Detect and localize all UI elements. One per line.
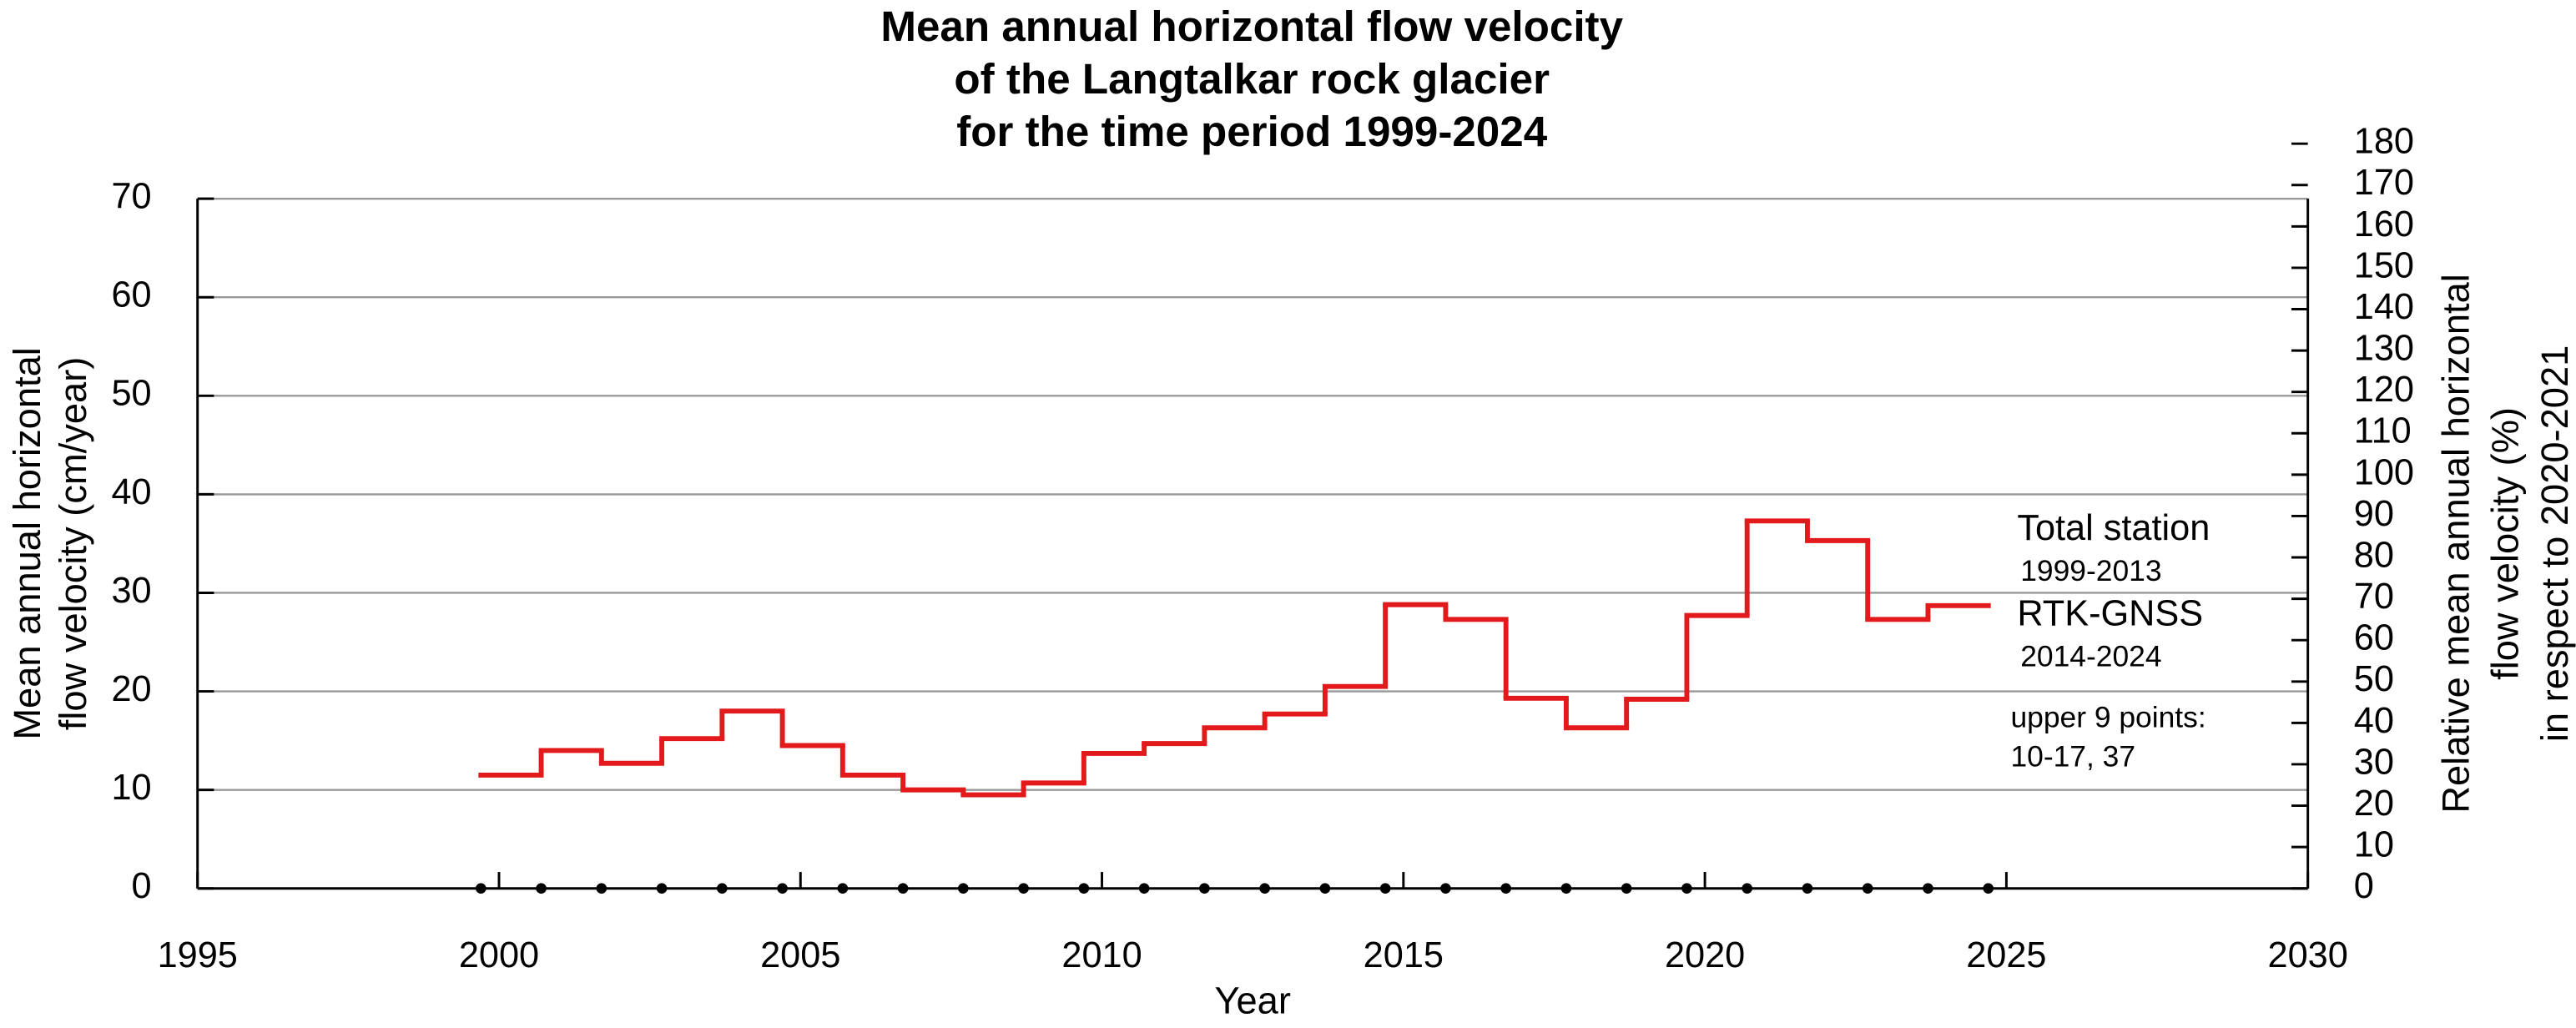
- series: [478, 518, 1991, 798]
- y-tick-label: 20: [111, 669, 151, 709]
- x-tick-label: 2005: [760, 935, 840, 975]
- x-axis-label: Year: [1214, 979, 1290, 1021]
- measurement-dot: [1862, 883, 1873, 894]
- measurement-dot: [476, 883, 486, 894]
- annotation: Total station: [2017, 508, 2210, 548]
- annotation: 10-17, 37: [2010, 740, 2135, 774]
- measurement-dot: [536, 883, 547, 894]
- measurement-dot: [837, 883, 849, 894]
- measurement-dot: [1923, 883, 1933, 894]
- y-tick-label: 30: [111, 571, 151, 611]
- measurement-dot: [1319, 883, 1331, 894]
- measurement-dot: [596, 883, 607, 894]
- measurement-dot: [1802, 883, 1813, 894]
- y-tick-label: 10: [111, 768, 151, 808]
- y-axis-label: Mean annual horizontal: [6, 347, 48, 739]
- y2-tick-label: 20: [2354, 784, 2394, 824]
- measurement-dot: [1742, 883, 1752, 894]
- y2-tick-label: 10: [2354, 825, 2394, 865]
- measurement-dot: [1379, 883, 1391, 894]
- y2-tick-label: 180: [2354, 122, 2414, 162]
- x-tick-label: 2015: [1364, 935, 1444, 975]
- measurement-dot: [897, 883, 909, 894]
- y2-axis-label: in respect to 2020-2021: [2533, 345, 2576, 742]
- y2-tick-label: 90: [2354, 494, 2394, 534]
- y2-tick-label: 160: [2354, 204, 2414, 244]
- y-tick-label: 60: [111, 275, 151, 315]
- annotation: upper 9 points:: [2010, 700, 2205, 733]
- x-tick-label: 2000: [459, 935, 539, 975]
- y2-tick-label: 40: [2354, 701, 2394, 741]
- measurement-dot: [1500, 883, 1511, 894]
- y2-tick-label: 0: [2354, 866, 2374, 906]
- y2-tick-label: 60: [2354, 618, 2394, 658]
- x-tick-label: 2030: [2268, 935, 2348, 975]
- y2-tick-label: 70: [2354, 577, 2394, 617]
- measurement-dot: [1259, 883, 1270, 894]
- chart-title: for the time period 1999-2024: [956, 108, 1547, 155]
- measurement-dot: [958, 883, 969, 894]
- x-tick-label: 2025: [1966, 935, 2046, 975]
- measurement-dot: [1621, 883, 1632, 894]
- y-tick-label: 70: [111, 177, 151, 217]
- measurement-dot: [1440, 883, 1451, 894]
- measurement-dot: [1560, 883, 1572, 894]
- x-tick-label: 2010: [1061, 935, 1142, 975]
- measurement-dot: [1983, 883, 1994, 894]
- measurement-dot: [1078, 883, 1090, 894]
- y2-axis-label: flow velocity (%): [2484, 407, 2527, 680]
- y2-tick-label: 80: [2354, 535, 2394, 575]
- y2-tick-label: 150: [2354, 245, 2414, 285]
- y2-tick-label: 170: [2354, 163, 2414, 203]
- y2-tick-label: 30: [2354, 742, 2394, 782]
- measurement-dot: [1018, 883, 1029, 894]
- measurement-dot: [1199, 883, 1210, 894]
- x-tick-label: 1995: [158, 935, 238, 975]
- y2-tick-label: 100: [2354, 452, 2414, 492]
- y2-tick-label: 120: [2354, 370, 2414, 410]
- y-tick-label: 40: [111, 472, 151, 512]
- y2-tick-label: 50: [2354, 659, 2394, 699]
- annotation: 1999-2013: [2020, 554, 2161, 587]
- y-tick-label: 0: [132, 866, 152, 906]
- measurement-dot: [656, 883, 668, 894]
- y-tick-label: 50: [111, 374, 151, 414]
- measurement-dot: [1138, 883, 1150, 894]
- x-tick-label: 2020: [1665, 935, 1745, 975]
- y2-tick-label: 130: [2354, 329, 2414, 369]
- y2-axis-label: Relative mean annual horizontal: [2435, 274, 2478, 813]
- measurement-dot: [1681, 883, 1692, 894]
- y2-tick-label: 140: [2354, 287, 2414, 327]
- y2-tick-label: 110: [2354, 411, 2412, 451]
- chart-title: Mean annual horizontal flow velocity: [880, 3, 1623, 50]
- chart-title: of the Langtalkar rock glacier: [954, 55, 1550, 103]
- measurement-dot: [777, 883, 788, 894]
- measurement-dot: [717, 883, 728, 894]
- annotation: 2014-2024: [2020, 640, 2161, 673]
- y-axis-label: flow velocity (cm/year): [52, 357, 94, 731]
- annotation: RTK-GNSS: [2017, 593, 2203, 633]
